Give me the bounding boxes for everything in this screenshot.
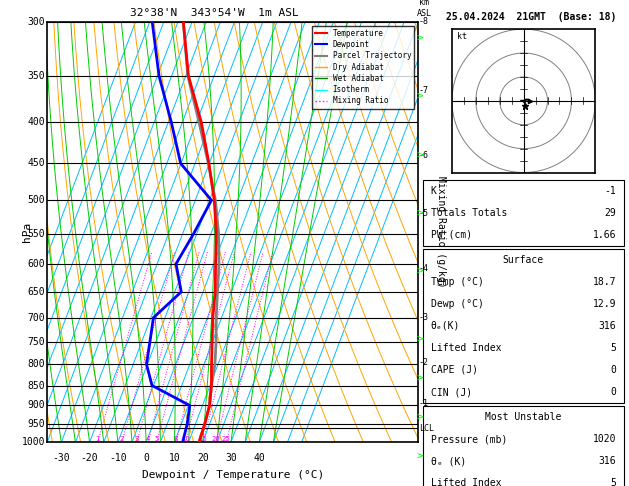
- Text: 5: 5: [610, 478, 616, 486]
- Legend: Temperature, Dewpoint, Parcel Trajectory, Dry Adiabat, Wet Adiabat, Isotherm, Mi: Temperature, Dewpoint, Parcel Trajectory…: [312, 26, 415, 108]
- Text: CAPE (J): CAPE (J): [431, 365, 478, 375]
- Text: 316: 316: [598, 456, 616, 466]
- Text: 5: 5: [155, 436, 159, 442]
- Text: θₑ (K): θₑ (K): [431, 456, 466, 466]
- Text: 5: 5: [610, 343, 616, 353]
- Text: -6: -6: [419, 151, 429, 160]
- Text: kt: kt: [457, 32, 467, 41]
- Text: 800: 800: [28, 359, 45, 369]
- Text: 1020: 1020: [593, 434, 616, 444]
- Text: hPa: hPa: [22, 222, 31, 242]
- Text: Lifted Index: Lifted Index: [431, 478, 501, 486]
- Text: -20: -20: [81, 453, 98, 463]
- Text: Temp (°C): Temp (°C): [431, 277, 484, 287]
- Text: >: >: [416, 335, 423, 345]
- Text: 40: 40: [253, 453, 265, 463]
- Text: 8: 8: [174, 436, 178, 442]
- Text: 350: 350: [28, 70, 45, 81]
- Text: 950: 950: [28, 419, 45, 429]
- Text: 0: 0: [610, 365, 616, 375]
- Text: LCL: LCL: [419, 423, 434, 433]
- Text: 1000: 1000: [22, 437, 45, 447]
- Text: 300: 300: [28, 17, 45, 27]
- Text: -3: -3: [419, 313, 429, 322]
- Text: 850: 850: [28, 381, 45, 391]
- Text: 600: 600: [28, 259, 45, 269]
- Text: >: >: [416, 92, 423, 102]
- Text: -10: -10: [109, 453, 126, 463]
- Text: >: >: [416, 209, 423, 219]
- Text: >: >: [416, 452, 423, 462]
- Text: >: >: [416, 374, 423, 384]
- Text: CIN (J): CIN (J): [431, 387, 472, 397]
- Text: 750: 750: [28, 337, 45, 347]
- Text: Mixing Ratio (g/kg): Mixing Ratio (g/kg): [435, 176, 445, 288]
- Text: Dewp (°C): Dewp (°C): [431, 299, 484, 309]
- Text: -2: -2: [419, 358, 429, 366]
- Text: K: K: [431, 186, 437, 195]
- Text: >: >: [416, 151, 423, 160]
- Text: Surface: Surface: [503, 255, 544, 265]
- Text: 15: 15: [199, 436, 208, 442]
- Text: PW (cm): PW (cm): [431, 230, 472, 240]
- Bar: [423, 249, 624, 403]
- Text: 32°38'N  343°54'W  1m ASL: 32°38'N 343°54'W 1m ASL: [130, 8, 299, 17]
- Text: 316: 316: [598, 321, 616, 331]
- Text: 0: 0: [610, 387, 616, 397]
- Text: 30: 30: [225, 453, 237, 463]
- Text: 25.04.2024  21GMT  (Base: 18): 25.04.2024 21GMT (Base: 18): [447, 12, 616, 22]
- Text: θₑ(K): θₑ(K): [431, 321, 460, 331]
- Text: -8: -8: [419, 17, 429, 26]
- Text: 18.7: 18.7: [593, 277, 616, 287]
- Text: -1: -1: [419, 399, 429, 408]
- Bar: [423, 406, 624, 486]
- Text: 12.9: 12.9: [593, 299, 616, 309]
- Text: -5: -5: [419, 209, 429, 218]
- Text: km
ASL: km ASL: [416, 0, 431, 17]
- Text: Most Unstable: Most Unstable: [485, 412, 562, 422]
- Text: >: >: [416, 267, 423, 277]
- Text: 25: 25: [222, 436, 231, 442]
- Text: Pressure (mb): Pressure (mb): [431, 434, 507, 444]
- Text: 450: 450: [28, 158, 45, 169]
- Text: 20: 20: [211, 436, 221, 442]
- Text: 500: 500: [28, 195, 45, 205]
- Text: 2: 2: [120, 436, 124, 442]
- Text: 1: 1: [96, 436, 100, 442]
- Text: -7: -7: [419, 86, 429, 95]
- Text: 4: 4: [146, 436, 150, 442]
- Text: -30: -30: [52, 453, 70, 463]
- Text: -4: -4: [419, 264, 429, 273]
- Text: 20: 20: [197, 453, 209, 463]
- Text: 3: 3: [135, 436, 139, 442]
- Text: 29: 29: [604, 208, 616, 218]
- Text: Lifted Index: Lifted Index: [431, 343, 501, 353]
- Text: 700: 700: [28, 312, 45, 323]
- Text: 1.66: 1.66: [593, 230, 616, 240]
- Text: 400: 400: [28, 117, 45, 127]
- Text: Totals Totals: Totals Totals: [431, 208, 507, 218]
- Text: >: >: [416, 413, 423, 423]
- Text: 0: 0: [143, 453, 149, 463]
- Text: -1: -1: [604, 186, 616, 195]
- Text: 650: 650: [28, 287, 45, 297]
- Text: 900: 900: [28, 400, 45, 411]
- Text: Dewpoint / Temperature (°C): Dewpoint / Temperature (°C): [142, 469, 324, 480]
- Bar: [423, 179, 624, 246]
- Text: 10: 10: [169, 453, 181, 463]
- Text: >: >: [416, 34, 423, 44]
- Text: 550: 550: [28, 228, 45, 239]
- Text: 10: 10: [181, 436, 190, 442]
